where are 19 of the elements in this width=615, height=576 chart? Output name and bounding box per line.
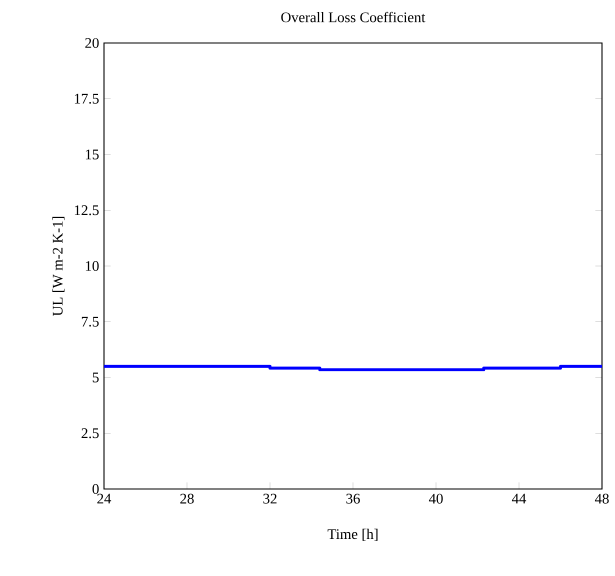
y-tick-label: 17.5 (74, 94, 99, 104)
y-axis-title: UL [W m-2 K-1] (52, 216, 64, 316)
x-tick-label: 24 (97, 494, 112, 504)
y-tick-label: 10 (86, 261, 99, 271)
y-tick-label: 15 (86, 150, 99, 160)
y-tick-label: 5 (92, 372, 99, 382)
x-axis-title: Time [h] (328, 528, 378, 541)
x-tick-label: 48 (594, 494, 609, 504)
x-tick-label: 44 (512, 494, 526, 504)
x-tick-label: 36 (346, 494, 360, 504)
x-tick-label: 40 (428, 494, 443, 504)
chart-title: Overall Loss Coefficient (281, 12, 426, 22)
y-tick-label: 20 (85, 38, 99, 48)
y-tick-label: 2.5 (82, 428, 99, 438)
y-tick-label: 12.5 (74, 205, 99, 216)
x-tick-label: 32 (263, 494, 277, 504)
x-tick-label: 28 (180, 494, 194, 504)
y-tick-label: 7.5 (82, 316, 99, 327)
y-tick-label: 0 (92, 484, 99, 494)
